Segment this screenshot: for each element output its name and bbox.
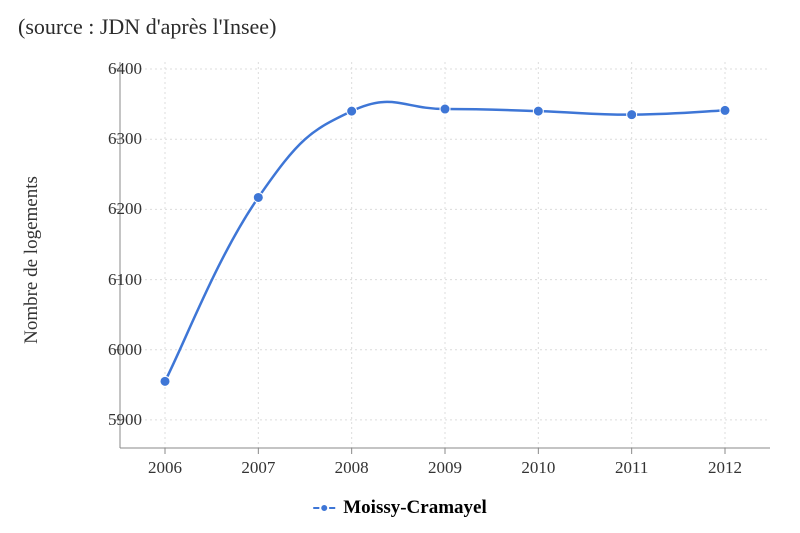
x-tick-label: 2008 xyxy=(335,458,369,478)
chart-plot-area: 5900600061006200630064002006200720082009… xyxy=(120,62,770,448)
legend-label: Moissy-Cramayel xyxy=(343,497,487,519)
x-tick-label: 2011 xyxy=(615,458,648,478)
series-marker xyxy=(720,105,730,115)
legend-marker-icon xyxy=(319,503,329,513)
series-marker xyxy=(627,110,637,120)
series-marker xyxy=(347,106,357,116)
legend: Moissy-Cramayel xyxy=(313,497,487,519)
subtitle: (source : JDN d'après l'Insee) xyxy=(18,14,276,40)
legend-line-icon xyxy=(313,507,335,509)
y-axis-label: Nombre de logements xyxy=(21,176,43,344)
x-tick-label: 2009 xyxy=(428,458,462,478)
series-marker xyxy=(160,376,170,386)
series-marker xyxy=(533,106,543,116)
x-tick-label: 2010 xyxy=(521,458,555,478)
x-tick-label: 2006 xyxy=(148,458,182,478)
x-tick-label: 2012 xyxy=(708,458,742,478)
x-tick-label: 2007 xyxy=(241,458,275,478)
series-marker xyxy=(253,192,263,202)
series-marker xyxy=(440,104,450,114)
